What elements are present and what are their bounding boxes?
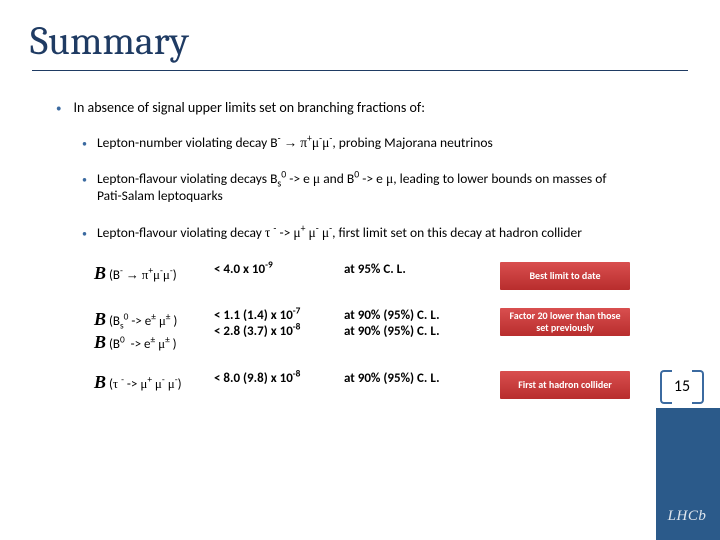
result-badge: Best limit to date <box>500 262 630 290</box>
result-decay: B (Bs0 -> e± μ± ) B (B0 -> e± μ± ) <box>94 308 214 353</box>
bullet-top-text: In absence of signal upper limits set on… <box>73 99 424 117</box>
result-cl: at 90% (95%) C. L. <box>344 371 494 387</box>
sub-bullet-1-text: Lepton-number violating decay B- → π+μ-μ… <box>97 135 493 152</box>
bullet-dot-icon: • <box>82 171 97 205</box>
text-frag: Lepton-flavour violating decay <box>97 224 265 241</box>
result-row-2: B (Bs0 -> e± μ± ) B (B0 -> e± μ± ) < 1.1… <box>94 308 630 353</box>
bullet-dot-icon: • <box>82 135 97 152</box>
bullet-dot-icon: • <box>82 225 97 242</box>
bullet-top: • In absence of signal upper limits set … <box>56 99 630 117</box>
results-block: B (B- → π+μ-μ-) < 4.0 x 10-9 at 95% C. L… <box>56 262 630 399</box>
result-decay: B (τ - -> μ+ μ- μ-) <box>94 371 214 394</box>
text-frag: , first limit set on this decay at hadro… <box>332 224 582 241</box>
content-area: • In absence of signal upper limits set … <box>0 71 720 399</box>
result-badge: Factor 20 lower than those set previousl… <box>500 308 630 336</box>
sub-bullet-list: • Lepton-number violating decay B- → π+μ… <box>56 135 630 243</box>
result-limit: < 8.0 (9.8) x 10-8 <box>214 371 344 387</box>
result-cl: at 95% C. L. <box>344 262 494 278</box>
result-badge: First at hadron collider <box>500 371 630 399</box>
result-limit: < 4.0 x 10-9 <box>214 262 344 278</box>
page-title: Summary <box>0 0 720 70</box>
text-frag: and B <box>320 170 354 187</box>
result-row-1: B (B- → π+μ-μ-) < 4.0 x 10-9 at 95% C. L… <box>94 262 630 290</box>
result-limit: < 1.1 (1.4) x 10-7 < 2.8 (3.7) x 10-8 <box>214 308 344 341</box>
result-decay: B (B- → π+μ-μ-) <box>94 262 214 285</box>
sub-bullet-3-text: Lepton-flavour violating decay τ - -> μ+… <box>97 225 582 242</box>
page-number: 15 <box>662 370 702 402</box>
bullet-dot-icon: • <box>56 99 73 117</box>
text-frag: Lepton-flavour violating decays B <box>97 170 277 187</box>
text-frag: , probing Majorana neutrinos <box>332 134 492 151</box>
sub-bullet-2-text: Lepton-flavour violating decays Bs0 -> e… <box>97 171 630 205</box>
result-cl: at 90% (95%) C. L. at 90% (95%) C. L. <box>344 308 494 341</box>
text-frag: Lepton-number violating decay B <box>97 134 278 151</box>
sub-bullet-3: • Lepton-flavour violating decay τ - -> … <box>82 225 630 242</box>
result-row-3: B (τ - -> μ+ μ- μ-) < 8.0 (9.8) x 10-8 a… <box>94 371 630 399</box>
sub-bullet-2: • Lepton-flavour violating decays Bs0 ->… <box>82 171 630 205</box>
sub-bullet-1: • Lepton-number violating decay B- → π+μ… <box>82 135 630 152</box>
lhcb-logo: LHCb <box>660 508 714 534</box>
